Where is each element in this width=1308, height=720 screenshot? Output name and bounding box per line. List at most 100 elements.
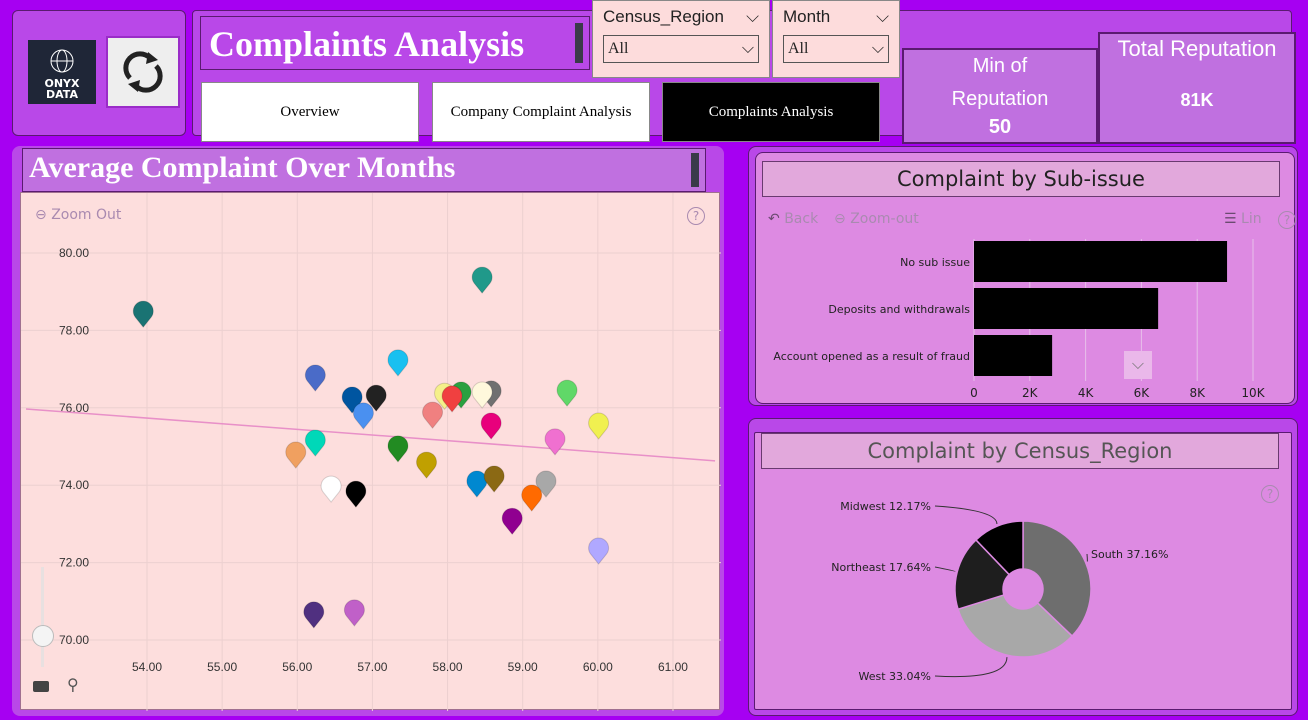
zoom-out-icon: ⊖ — [35, 207, 47, 223]
help-icon[interactable]: ? — [1261, 485, 1279, 503]
month-slicer[interactable]: Month ⌵ All ⌵ — [772, 0, 900, 78]
tab-overview[interactable]: Overview — [201, 82, 419, 142]
back-arrow-icon: ↶ — [768, 211, 780, 227]
map-pin-marker — [132, 300, 154, 328]
slicer-label: Census_Region — [603, 7, 724, 26]
map-pin-marker — [471, 266, 493, 294]
x-tick-label: 0 — [970, 386, 978, 400]
scatter-plot[interactable]: 54.00 55.00 56.00 57.00 58.00 59.00 60.00 61.00… — [20, 192, 721, 711]
category-label: Deposits and withdrawals — [828, 303, 970, 316]
map-pin-marker — [441, 385, 463, 413]
slice-label: Midwest 12.17% — [840, 500, 931, 513]
subissue-title: Complaint by Sub-issue — [762, 161, 1280, 197]
map-pin-marker — [352, 402, 374, 430]
month-dropdown[interactable]: All ⌵ — [783, 35, 889, 63]
y-tick-label: 78.00 — [59, 323, 89, 337]
zoom-out-button[interactable]: ⊖ Zoom Out — [35, 207, 121, 223]
onyx-data-logo: ONYX DATA — [28, 40, 96, 104]
region-panel: Complaint by Census_Region ? South 37.16… — [754, 432, 1292, 710]
zoom-out-label: Zoom-out — [850, 211, 919, 227]
donut-svg: South 37.16% West 33.04% Northeast 17.64% M… — [831, 500, 1168, 683]
expand-chevron-button[interactable]: ⌵ — [1124, 351, 1152, 379]
map-pin-marker — [304, 364, 326, 392]
map-pin-marker — [521, 484, 543, 512]
scatter-title-text: Average Complaint Over Months — [29, 151, 456, 184]
map-pin-marker — [304, 429, 326, 457]
lin-scale-button[interactable]: ☰ Lin — [1224, 211, 1262, 227]
tab-company-complaint-analysis[interactable]: Company Complaint Analysis — [432, 82, 650, 142]
x-tick-label: 4K — [1078, 386, 1095, 400]
help-icon[interactable]: ? — [687, 207, 705, 225]
region-title: Complaint by Census_Region — [761, 433, 1279, 469]
x-tick-label: 60.00 — [583, 660, 613, 674]
map-pin-marker — [466, 470, 488, 498]
bar-svg: 0 2K 4K 6K 8K 10K No sub issue Deposits and wit… — [773, 239, 1266, 400]
x-tick-label: 55.00 — [207, 660, 237, 674]
subissue-panel: Complaint by Sub-issue ↶ Back ⊖ Zoom-out… — [755, 152, 1296, 404]
kpi-value: 50 — [988, 116, 1012, 138]
x-tick-label: 57.00 — [357, 660, 387, 674]
leader-line — [934, 657, 1008, 678]
page-title: Complaints Analysis — [200, 16, 590, 70]
lin-label: Lin — [1241, 211, 1262, 227]
y-tick-label: 72.00 — [59, 556, 89, 570]
zoom-out-label: Zoom Out — [51, 207, 122, 223]
help-icon[interactable]: ? — [1278, 211, 1296, 229]
census-region-dropdown[interactable]: All ⌵ — [603, 35, 759, 63]
map-pin-marker — [544, 428, 566, 456]
map-pin-marker — [320, 475, 342, 503]
chevron-down-icon[interactable]: ⌵ — [746, 7, 759, 26]
leader-line — [934, 505, 998, 525]
x-tick-label: 54.00 — [132, 660, 162, 674]
chevron-down-icon[interactable]: ⌵ — [876, 7, 889, 26]
refresh-button[interactable] — [106, 36, 180, 108]
total-reputation-card: Total Reputation 81K — [1098, 32, 1296, 144]
page-title-text: Complaints Analysis — [209, 24, 525, 64]
y-tick-label: 80.00 — [59, 246, 89, 260]
map-pin-marker — [588, 537, 610, 565]
donut-slice — [974, 520, 1024, 576]
dropdown-value: All — [608, 40, 629, 57]
bar — [974, 335, 1053, 376]
x-tick-label: 10K — [1241, 386, 1265, 400]
map-pin-marker — [535, 470, 557, 498]
scatter-svg: 54.00 55.00 56.00 57.00 58.00 59.00 60.00 61.00… — [21, 193, 721, 711]
back-label: Back — [784, 211, 819, 227]
bar — [974, 288, 1159, 329]
logo-text: ONYX DATA — [44, 77, 80, 101]
zoom-out-icon: ⊖ — [834, 211, 846, 227]
donut-slice — [954, 538, 1011, 611]
zoom-out-button[interactable]: ⊖ Zoom-out — [834, 211, 919, 227]
y-tick-label: 70.00 — [59, 633, 89, 647]
zoom-slider-track[interactable] — [41, 567, 44, 667]
tab-complaints-analysis[interactable]: Complaints Analysis — [662, 82, 880, 142]
slice-label: South 37.16% — [1091, 548, 1168, 561]
x-tick-label: 8K — [1189, 386, 1206, 400]
list-icon: ☰ — [1224, 211, 1237, 227]
scatter-title: Average Complaint Over Months — [22, 148, 706, 192]
zoom-slider-handle[interactable] — [32, 625, 54, 647]
donut-slice — [1022, 520, 1092, 638]
census-region-slicer[interactable]: Census_Region ⌵ All ⌵ — [592, 0, 770, 78]
map-pin-marker — [483, 465, 505, 493]
category-label: No sub issue — [900, 256, 970, 269]
kpi-value: 81K — [1180, 90, 1214, 110]
lasso-icon[interactable]: ⚲ — [67, 675, 79, 694]
leader-line — [934, 566, 956, 573]
map-pin-marker — [303, 601, 325, 629]
x-tick-label: 58.00 — [433, 660, 463, 674]
refresh-icon — [123, 51, 163, 93]
map-pin-marker — [387, 435, 409, 463]
title-scroll-bar — [575, 23, 583, 63]
back-button[interactable]: ↶ Back — [768, 211, 818, 227]
y-tick-label: 74.00 — [59, 478, 89, 492]
map-pin-marker — [422, 401, 443, 429]
map-pin-marker — [501, 507, 523, 535]
rect-select-icon[interactable] — [33, 681, 49, 692]
title-scroll-bar — [691, 153, 699, 187]
globe-icon — [50, 49, 74, 73]
trend-line — [25, 408, 716, 462]
donut-slice — [957, 594, 1074, 658]
kpi-label: Reputation — [951, 88, 1049, 110]
kpi-label: Min of — [972, 55, 1028, 77]
